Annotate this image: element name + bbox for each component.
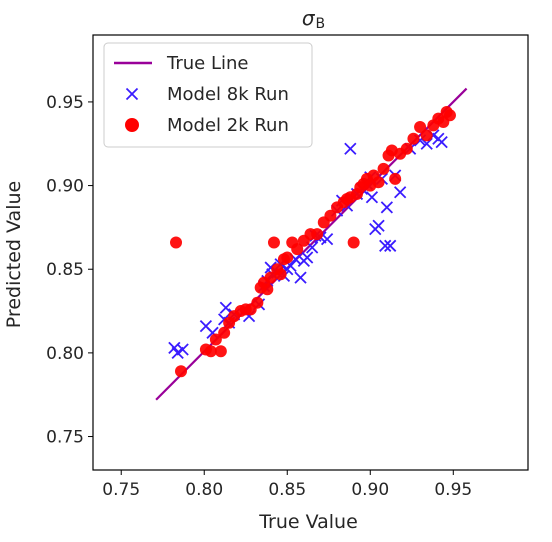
data-point-2k xyxy=(218,326,231,339)
data-point-8k xyxy=(301,251,314,264)
data-point-2k xyxy=(389,172,402,185)
data-point-2k xyxy=(324,209,337,222)
data-point-2k xyxy=(204,345,217,358)
data-point-8k xyxy=(176,343,189,356)
data-point-8k xyxy=(344,142,357,155)
data-point-8k xyxy=(219,301,232,314)
y-tick-label: 0.75 xyxy=(46,428,84,448)
data-point-2k xyxy=(251,296,264,309)
data-point-2k xyxy=(214,345,227,358)
data-point-8k xyxy=(320,232,334,246)
data-point-2k xyxy=(170,236,183,249)
legend-box xyxy=(103,42,313,148)
data-point-2k xyxy=(377,162,390,175)
data-point-2k xyxy=(372,176,385,189)
y-tick-label: 0.90 xyxy=(46,177,84,197)
data-point-8k xyxy=(294,271,307,284)
data-point-8k xyxy=(380,201,394,214)
data-point-8k xyxy=(435,135,448,149)
x-tick-label: 0.90 xyxy=(351,480,389,500)
plot-border xyxy=(92,34,529,471)
legend-label-true-line: True Line xyxy=(166,53,248,74)
data-point-2k xyxy=(400,142,413,155)
y-tick-label: 0.80 xyxy=(46,344,84,364)
data-point-2k xyxy=(407,132,420,145)
x-axis-label: True Value xyxy=(258,511,358,533)
chart-title: σ B xyxy=(302,6,325,32)
data-point-2k xyxy=(274,268,287,281)
data-point-8k xyxy=(365,191,379,204)
plot-area xyxy=(92,34,529,471)
x-tick-label: 0.85 xyxy=(268,480,306,500)
data-point-2k xyxy=(261,283,274,296)
data-point-2k xyxy=(264,271,277,284)
legend-x-glyph xyxy=(125,87,139,101)
data-point-8k xyxy=(372,219,385,232)
legend-label-model-8k-run: Model 8k Run xyxy=(167,84,289,105)
data-point-2k xyxy=(414,121,427,134)
legend-model-8k-marker xyxy=(125,87,139,101)
data-point-8k xyxy=(379,239,392,252)
chart-title-symbol: σ xyxy=(302,6,316,30)
x-tick-label: 0.75 xyxy=(102,480,140,500)
legend-model-2k-marker xyxy=(125,118,139,132)
data-point-2k xyxy=(347,236,360,249)
y-tick-label: 0.95 xyxy=(46,93,84,113)
data-point-8k xyxy=(394,186,407,199)
data-point-2k xyxy=(443,109,456,122)
data-point-2k xyxy=(311,228,324,241)
data-point-2k xyxy=(291,243,304,256)
data-point-8k xyxy=(384,239,397,252)
legend-label-model-2k-run: Model 2k Run xyxy=(167,115,289,136)
data-point-2k xyxy=(174,365,187,378)
data-point-2k xyxy=(420,129,433,142)
data-point-2k xyxy=(281,251,294,264)
series-model-2k-run xyxy=(170,105,456,378)
y-axis-ticks: 0.75 0.80 0.85 0.90 0.95 xyxy=(46,93,93,448)
x-tick-label: 0.95 xyxy=(434,480,472,500)
y-axis-label: Predicted Value xyxy=(3,181,25,328)
legend: True Line Model 8k Run Model 2k Run xyxy=(103,42,313,148)
chart-title-subscript: B xyxy=(316,16,326,32)
x-axis-ticks: 0.75 0.80 0.85 0.90 0.95 xyxy=(102,470,472,500)
y-tick-label: 0.85 xyxy=(46,260,84,280)
data-point-2k xyxy=(209,333,222,346)
x-tick-label: 0.80 xyxy=(185,480,223,500)
data-point-2k xyxy=(267,236,280,249)
